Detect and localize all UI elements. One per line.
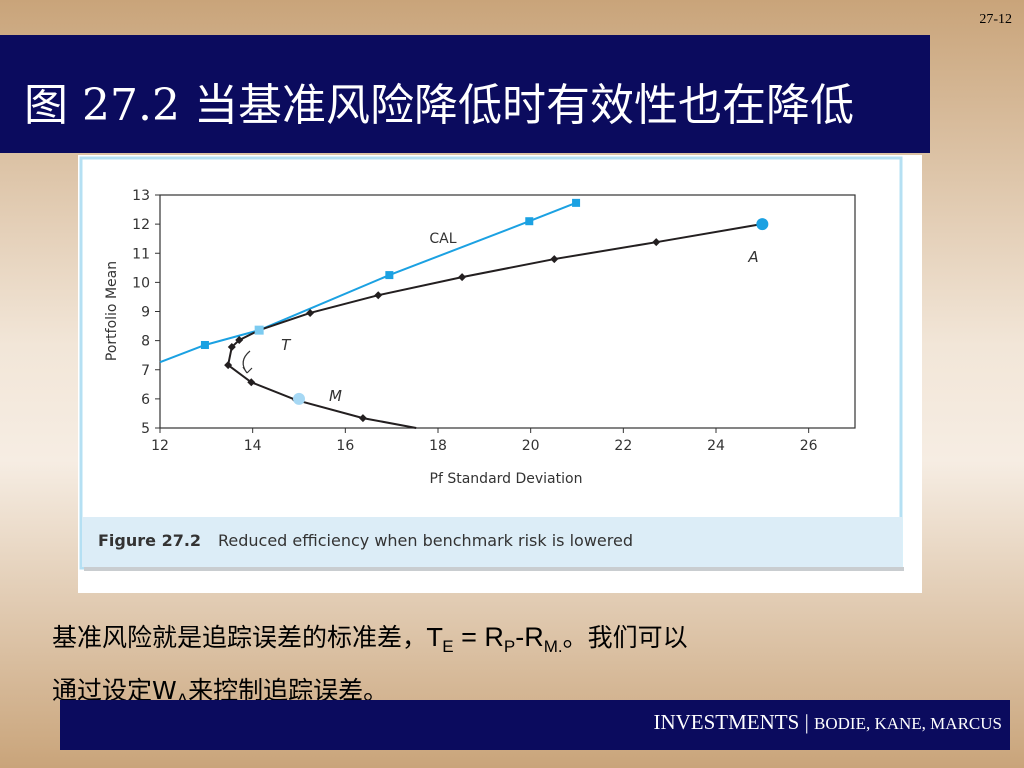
marker bbox=[235, 336, 244, 345]
subscript: M. bbox=[543, 637, 563, 656]
marker bbox=[200, 340, 209, 349]
y-tick-label: 7 bbox=[141, 363, 150, 379]
y-tick-label: 9 bbox=[141, 305, 150, 321]
series-line bbox=[227, 223, 762, 429]
x-tick-label: 26 bbox=[800, 438, 818, 454]
caption-label: Figure 27.2 bbox=[98, 531, 201, 550]
text: -R bbox=[515, 622, 544, 652]
marker bbox=[550, 255, 559, 264]
footer-sep: | bbox=[804, 710, 809, 734]
x-tick-label: 22 bbox=[614, 438, 632, 454]
subscript: E bbox=[442, 637, 454, 656]
chart: Figure 27.2 Reduced efficiency when benc… bbox=[78, 155, 922, 593]
y-tick-label: 10 bbox=[132, 275, 150, 291]
marker bbox=[458, 273, 467, 282]
title-bar: 图 27.2 当基准风险降低时有效性也在降低 bbox=[0, 35, 930, 153]
body-text: 基准风险就是追踪误差的标准差，TE = RP-RM.。我们可以 通过设定WA来控… bbox=[52, 615, 688, 722]
point bbox=[254, 325, 264, 335]
footer: INVESTMENTS | BODIE, KANE, MARCUS bbox=[653, 710, 1002, 735]
marker bbox=[247, 378, 256, 387]
point bbox=[756, 218, 769, 231]
marker bbox=[652, 238, 661, 247]
marker bbox=[525, 217, 534, 226]
slide-title: 图 27.2 当基准风险降低时有效性也在降低 bbox=[24, 80, 854, 131]
y-tick-label: 13 bbox=[132, 188, 150, 204]
footer-authors: BODIE, KANE, MARCUS bbox=[814, 714, 1002, 733]
text: 。我们可以 bbox=[562, 623, 688, 652]
body-line: 基准风险就是追踪误差的标准差，TE = RP-RM.。我们可以 bbox=[52, 615, 688, 669]
text: 基准风险就是追踪误差的标准差，T bbox=[52, 623, 443, 652]
x-axis-label: Pf Standard Deviation bbox=[430, 471, 583, 487]
y-axis-label: Portfolio Mean bbox=[104, 261, 120, 361]
y-tick-label: 12 bbox=[132, 217, 150, 233]
series-line bbox=[159, 201, 577, 364]
point bbox=[293, 392, 305, 405]
x-tick-label: 24 bbox=[707, 438, 725, 454]
series-label: CAL bbox=[429, 231, 456, 247]
marker bbox=[227, 343, 236, 352]
arrow bbox=[242, 350, 253, 374]
text: = R bbox=[453, 622, 504, 652]
y-tick-label: 11 bbox=[132, 246, 150, 262]
point-label: T bbox=[281, 336, 292, 354]
caption-shadow bbox=[84, 567, 904, 571]
y-tick-label: 6 bbox=[141, 392, 150, 408]
y-tick-label: 5 bbox=[141, 421, 150, 437]
y-tick-label: 8 bbox=[141, 334, 150, 350]
figure-frame bbox=[79, 156, 903, 570]
subscript: P bbox=[503, 637, 516, 656]
x-tick-label: 14 bbox=[244, 438, 262, 454]
marker bbox=[374, 291, 383, 300]
marker bbox=[358, 414, 367, 423]
marker bbox=[385, 271, 394, 280]
x-tick-label: 16 bbox=[336, 438, 354, 454]
point-label: M bbox=[329, 387, 342, 405]
x-tick-label: 20 bbox=[522, 438, 540, 454]
point-label: A bbox=[747, 248, 758, 266]
marker bbox=[572, 198, 581, 207]
caption: Reduced efficiency when benchmark risk i… bbox=[218, 531, 633, 550]
x-tick-label: 18 bbox=[429, 438, 447, 454]
footer-main: INVESTMENTS bbox=[653, 710, 800, 734]
x-tick-label: 12 bbox=[151, 438, 169, 454]
footer-bar: INVESTMENTS | BODIE, KANE, MARCUS bbox=[60, 700, 1010, 750]
page-number: 27-12 bbox=[979, 12, 1012, 27]
marker bbox=[224, 361, 233, 370]
marker bbox=[306, 308, 315, 317]
subscript: A bbox=[177, 690, 188, 709]
caption-band bbox=[82, 517, 902, 567]
